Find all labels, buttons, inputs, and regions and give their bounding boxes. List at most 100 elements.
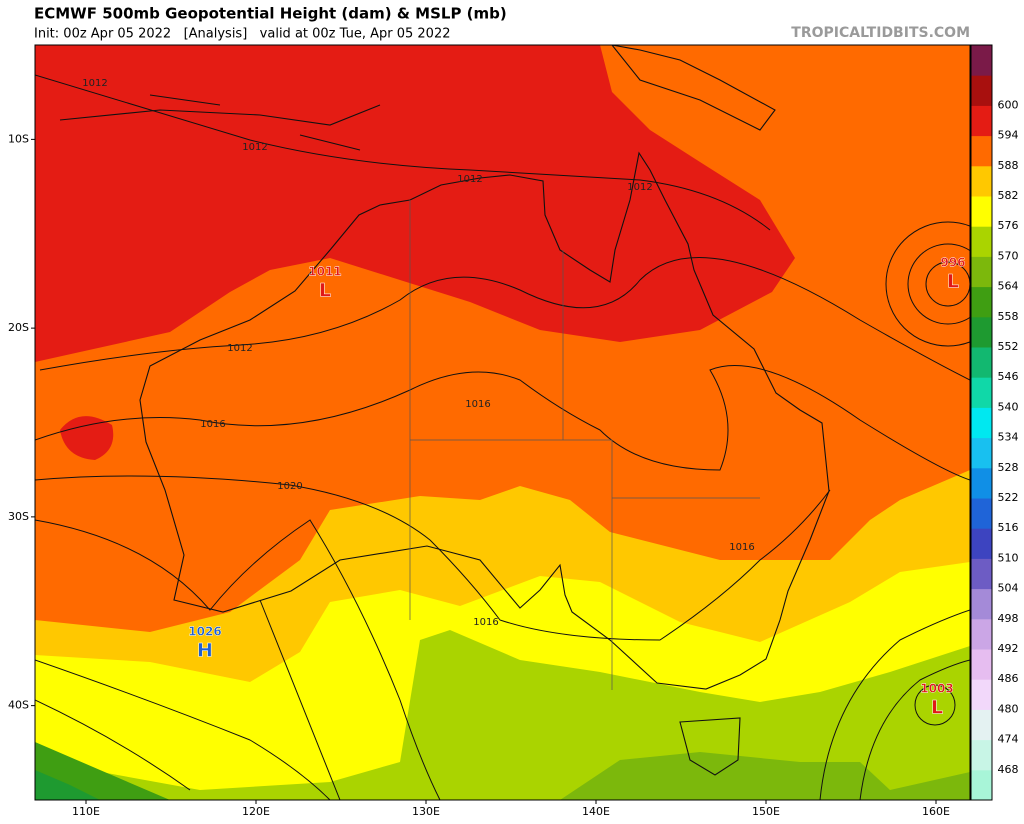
colorbar-block [971, 75, 992, 106]
colorbar-block [971, 377, 992, 408]
colorbar-label: 546 [998, 370, 1019, 383]
isobar [35, 74, 771, 231]
state-border [409, 200, 760, 690]
colorbar-block [971, 347, 992, 378]
isobar-label: 1012 [242, 142, 267, 153]
lon-tick-label: 160E [922, 805, 950, 818]
field-588 [60, 416, 114, 460]
colorbar: 468 474 480 486 492 498 504 510 516 522 528 534 540 5… [970, 44, 1019, 801]
subtitle: Init: 00z Apr 05 2022 [Analysis] valid a… [34, 27, 450, 42]
colorbar-block [971, 769, 992, 801]
colorbar-block [971, 316, 992, 348]
map-frame [34, 44, 971, 801]
isobar-label: 1020 [277, 481, 302, 492]
colorbar-label: 528 [998, 461, 1019, 474]
center-symbol: L [319, 280, 331, 302]
colorbar-block [971, 528, 992, 559]
colorbar-block [971, 165, 992, 197]
colorbar-block [971, 45, 992, 76]
colorbar-frame [970, 44, 993, 801]
lon-tick-label: 150E [752, 805, 780, 818]
isobar [35, 519, 441, 800]
colorbar-label: 576 [998, 219, 1019, 232]
lon-tick-label: 130E [412, 805, 440, 818]
colorbar-label: 582 [998, 189, 1019, 202]
coastline [139, 151, 830, 690]
colorbar-block [971, 286, 992, 318]
center-symbol: L [947, 271, 959, 293]
colorbar-label: 468 [998, 763, 1019, 776]
center-pressure: 1011 [308, 265, 341, 279]
isobar [914, 684, 956, 726]
lon-tick-label: 140E [582, 805, 610, 818]
colorbar-block [971, 437, 992, 469]
center-pressure: 1003 [920, 682, 953, 696]
lon-tick-label: 120E [242, 805, 270, 818]
colorbar-block [971, 709, 992, 741]
colorbar-block [971, 498, 992, 529]
isobar [925, 261, 970, 307]
coastline [679, 717, 741, 776]
isobar-label: 1016 [200, 419, 225, 430]
center-symbol: L [931, 697, 943, 719]
colorbar-label: 588 [998, 159, 1019, 172]
coastline [59, 94, 381, 151]
colorbar-label: 504 [998, 582, 1019, 595]
isobar-label: 1016 [729, 542, 754, 553]
center-pressure: 996 [940, 256, 965, 270]
colorbar-block [971, 467, 992, 499]
colorbar-label: 594 [998, 129, 1019, 142]
lat-tick-label: 10S [8, 132, 29, 145]
isobar [859, 659, 970, 800]
isobar-label: 1012 [227, 343, 252, 354]
isobar-label: 1012 [457, 174, 482, 185]
isobar [35, 659, 331, 800]
isobar [35, 365, 970, 481]
center-symbol: H [197, 640, 213, 662]
isobar [35, 475, 831, 641]
colorbar-block [971, 739, 992, 771]
colorbar-label: 540 [998, 400, 1019, 413]
colorbar-block [971, 105, 992, 137]
colorbar-label: 570 [998, 249, 1019, 262]
field-546 [35, 770, 100, 800]
watermark: TROPICALTIDBITS.COM [791, 25, 970, 41]
map-field: 1012 1012 1012 1012 1012 1016 1016 1016 … [35, 45, 970, 800]
colorbar-label: 558 [998, 310, 1019, 323]
isobar [885, 221, 970, 347]
isobar [259, 599, 341, 800]
colorbar-block [971, 649, 992, 680]
colorbar-block [971, 588, 992, 620]
field-588 [35, 45, 795, 362]
colorbar-label: 564 [998, 280, 1019, 293]
title: ECMWF 500mb Geopotential Height (dam) & … [34, 5, 507, 23]
colorbar-block [971, 256, 992, 288]
colorbar-label: 474 [998, 733, 1019, 746]
colorbar-block [971, 407, 992, 439]
center-pressure: 1026 [188, 625, 221, 639]
colorbar-label: 480 [998, 702, 1019, 715]
colorbar-block [971, 558, 992, 590]
colorbar-label: 522 [998, 491, 1019, 504]
lat-tick-label: 30S [8, 510, 29, 523]
colorbar-label: 492 [998, 642, 1019, 655]
colorbar-label: 498 [998, 612, 1019, 625]
isobar [907, 243, 970, 325]
lat-tick-label: 40S [8, 699, 29, 712]
isobar [39, 257, 970, 381]
lat-tick-label: 20S [8, 321, 29, 334]
field-558 [560, 752, 970, 800]
lon-tick-label: 110E [72, 805, 100, 818]
isobar-label: 1012 [82, 78, 107, 89]
isobar-label: 1016 [473, 617, 498, 628]
isobar [35, 699, 191, 791]
colorbar-block [971, 618, 992, 650]
colorbar-block [971, 226, 992, 257]
isobar [819, 609, 970, 800]
colorbar-label: 552 [998, 340, 1019, 353]
colorbar-block [971, 196, 992, 227]
map-axes: 10S 20S 30S 40S 110E 120E 130E 140E 150E 160E [8, 132, 950, 818]
colorbar-block [971, 135, 992, 167]
